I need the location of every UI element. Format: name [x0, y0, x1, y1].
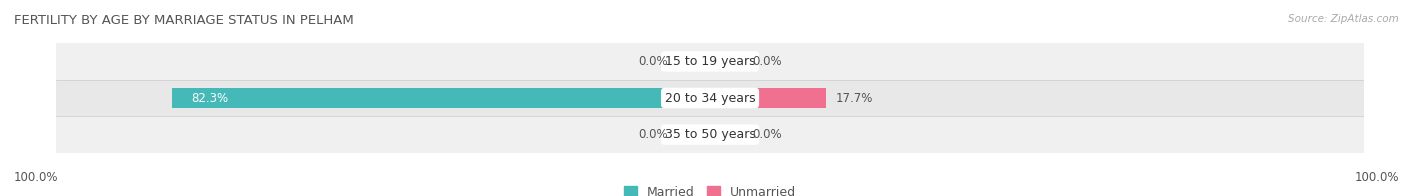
Bar — [710, 52, 742, 71]
Text: 15 to 19 years: 15 to 19 years — [665, 55, 755, 68]
Text: 100.0%: 100.0% — [14, 171, 59, 184]
Bar — [56, 116, 1364, 153]
Text: 0.0%: 0.0% — [638, 128, 668, 141]
Bar — [56, 80, 1364, 116]
Text: 17.7%: 17.7% — [835, 92, 873, 104]
Text: 0.0%: 0.0% — [638, 55, 668, 68]
Bar — [678, 52, 710, 71]
Legend: Married, Unmarried: Married, Unmarried — [619, 181, 801, 196]
Text: 100.0%: 100.0% — [1354, 171, 1399, 184]
Text: FERTILITY BY AGE BY MARRIAGE STATUS IN PELHAM: FERTILITY BY AGE BY MARRIAGE STATUS IN P… — [14, 14, 354, 27]
Text: 0.0%: 0.0% — [752, 128, 782, 141]
Text: 20 to 34 years: 20 to 34 years — [665, 92, 755, 104]
Text: 82.3%: 82.3% — [191, 92, 229, 104]
Bar — [710, 125, 742, 144]
Bar — [678, 125, 710, 144]
Bar — [172, 88, 710, 108]
Text: 35 to 50 years: 35 to 50 years — [665, 128, 755, 141]
Text: 0.0%: 0.0% — [752, 55, 782, 68]
Bar — [710, 88, 825, 108]
Text: Source: ZipAtlas.com: Source: ZipAtlas.com — [1288, 14, 1399, 24]
Bar — [56, 43, 1364, 80]
